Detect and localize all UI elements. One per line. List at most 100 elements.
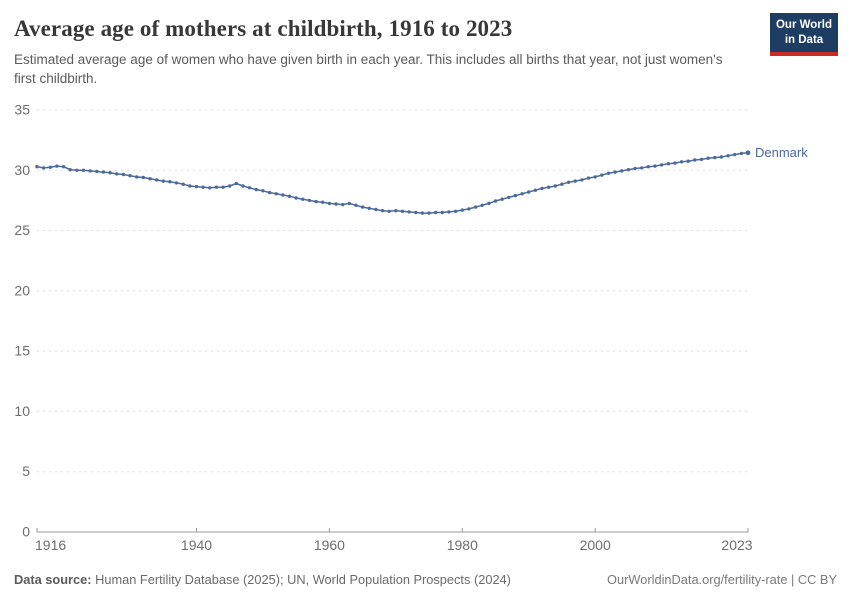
data-point[interactable] <box>201 185 205 189</box>
data-point[interactable] <box>228 184 232 188</box>
denmark-line[interactable] <box>36 152 749 214</box>
data-point[interactable] <box>360 205 365 209</box>
data-point[interactable] <box>686 159 690 163</box>
data-point[interactable] <box>586 176 591 180</box>
data-point[interactable] <box>407 210 411 214</box>
data-point[interactable] <box>75 168 79 172</box>
data-point[interactable] <box>547 185 551 189</box>
data-point[interactable] <box>400 209 405 213</box>
data-point[interactable] <box>221 185 225 189</box>
data-point[interactable] <box>327 201 332 206</box>
data-point[interactable] <box>121 172 126 177</box>
data-point[interactable] <box>440 210 444 215</box>
data-point[interactable] <box>254 187 258 192</box>
data-point[interactable] <box>115 172 119 176</box>
data-point[interactable] <box>666 162 670 166</box>
data-point[interactable] <box>606 171 611 175</box>
data-point[interactable] <box>174 181 179 185</box>
credit-link[interactable]: OurWorldinData.org/fertility-rate | CC B… <box>607 572 837 587</box>
data-point[interactable] <box>68 168 72 172</box>
data-point[interactable] <box>726 154 730 158</box>
data-point[interactable] <box>453 209 458 213</box>
data-point[interactable] <box>520 192 524 196</box>
data-point[interactable] <box>181 182 185 186</box>
data-point[interactable] <box>600 173 604 177</box>
data-point[interactable] <box>321 200 325 204</box>
data-point[interactable] <box>208 186 212 190</box>
data-point[interactable] <box>527 190 531 194</box>
data-point[interactable] <box>394 209 398 213</box>
data-point[interactable] <box>301 197 305 201</box>
data-point[interactable] <box>745 150 751 156</box>
data-point[interactable] <box>294 196 298 200</box>
data-point[interactable] <box>101 170 106 174</box>
data-point[interactable] <box>427 211 431 215</box>
data-point[interactable] <box>367 206 371 210</box>
data-point[interactable] <box>247 186 252 190</box>
data-point[interactable] <box>659 163 664 167</box>
data-point[interactable] <box>693 158 697 162</box>
data-point[interactable] <box>573 179 577 183</box>
data-point[interactable] <box>566 180 571 184</box>
data-point[interactable] <box>281 193 285 197</box>
data-point[interactable] <box>673 161 677 165</box>
data-point[interactable] <box>719 155 724 159</box>
data-point[interactable] <box>473 205 478 209</box>
data-point[interactable] <box>48 165 52 169</box>
data-point[interactable] <box>41 166 46 170</box>
data-point[interactable] <box>560 182 564 186</box>
data-point[interactable] <box>553 184 557 188</box>
data-point[interactable] <box>653 164 657 168</box>
data-point[interactable] <box>108 171 112 175</box>
data-point[interactable] <box>646 165 650 169</box>
owid-logo[interactable]: Our World in Data <box>770 13 838 57</box>
data-point[interactable] <box>380 209 385 213</box>
data-point[interactable] <box>626 168 631 172</box>
data-point[interactable] <box>387 209 391 213</box>
data-point[interactable] <box>141 175 145 180</box>
data-point[interactable] <box>307 198 312 203</box>
data-point[interactable] <box>161 179 165 183</box>
data-point[interactable] <box>699 157 704 162</box>
data-point[interactable] <box>168 180 172 184</box>
data-point[interactable] <box>493 199 498 203</box>
data-point[interactable] <box>148 177 152 181</box>
data-point[interactable] <box>434 210 438 215</box>
data-point[interactable] <box>188 184 192 188</box>
data-point[interactable] <box>706 156 710 160</box>
data-point[interactable] <box>500 197 504 201</box>
data-point[interactable] <box>314 199 318 204</box>
data-point[interactable] <box>513 193 518 198</box>
data-point[interactable] <box>480 203 484 207</box>
data-point[interactable] <box>620 169 624 173</box>
data-point[interactable] <box>334 202 338 206</box>
data-point[interactable] <box>593 175 597 179</box>
data-point[interactable] <box>95 169 99 174</box>
data-point[interactable] <box>287 194 292 198</box>
data-point[interactable] <box>274 192 278 196</box>
data-point[interactable] <box>420 211 425 215</box>
data-point[interactable] <box>267 190 272 195</box>
data-point[interactable] <box>733 152 737 157</box>
data-point[interactable] <box>35 165 39 169</box>
data-point[interactable] <box>414 210 418 215</box>
data-point[interactable] <box>633 166 637 171</box>
data-point[interactable] <box>341 202 345 207</box>
data-point[interactable] <box>467 207 471 211</box>
data-point[interactable] <box>55 164 59 168</box>
data-point[interactable] <box>447 210 451 214</box>
data-point[interactable] <box>61 165 66 169</box>
data-point[interactable] <box>354 203 358 207</box>
data-point[interactable] <box>460 208 464 212</box>
data-point[interactable] <box>88 169 92 173</box>
data-point[interactable] <box>154 178 159 182</box>
data-point[interactable] <box>241 184 245 188</box>
data-point[interactable] <box>135 175 139 179</box>
data-point[interactable] <box>679 160 684 164</box>
data-point[interactable] <box>261 189 265 193</box>
data-point[interactable] <box>640 166 644 170</box>
entity-label-denmark[interactable]: Denmark <box>755 145 808 160</box>
data-point[interactable] <box>374 207 378 212</box>
data-point[interactable] <box>507 195 511 200</box>
data-point[interactable] <box>613 170 617 174</box>
